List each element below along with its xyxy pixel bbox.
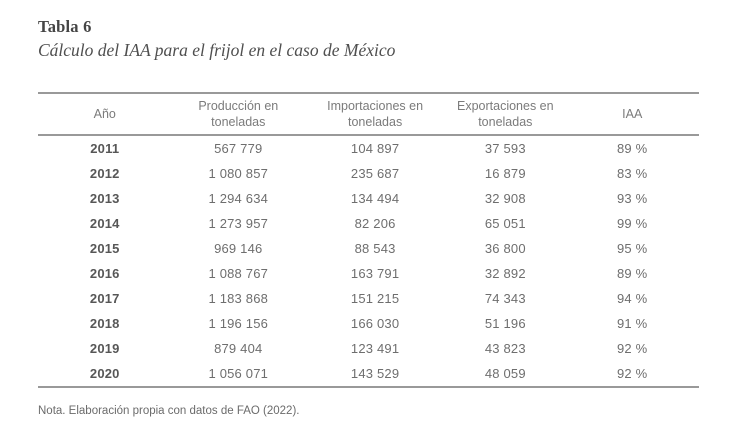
cell-exportaciones: 48 059 [484,365,526,381]
cell-produccion: 969 146 [214,240,263,256]
cell-produccion: 1 196 156 [208,315,269,331]
cell-year: 2019 [89,340,120,356]
cell-iaa: 95 % [617,240,648,256]
header-iaa: IAA [565,93,699,136]
table-row: 2012 1 080 857 235 687 16 879 83 % [38,161,699,186]
header-exportaciones-line1: Exportaciones en [457,99,554,113]
table-row: 2014 1 273 957 82 206 65 051 99 % [38,211,699,236]
table-note: Nota. Elaboración propia con datos de FA… [38,405,300,417]
header-ano-line1: Año [93,107,116,121]
table-row: 2013 1 294 634 134 494 32 908 93 % [38,186,699,211]
cell-importaciones: 143 529 [350,365,400,381]
cell-produccion: 1 183 868 [208,290,269,306]
header-row: Año Producción en toneladas Importacione… [38,93,699,136]
header-exportaciones: Exportaciones en toneladas [445,93,566,136]
cell-importaciones: 235 687 [350,165,400,181]
cell-exportaciones: 74 343 [484,290,526,306]
cell-produccion: 1 273 957 [208,215,269,231]
cell-importaciones: 88 543 [354,240,396,256]
cell-year: 2011 [90,140,120,156]
cell-importaciones: 151 215 [350,290,400,306]
cell-year: 2018 [89,315,120,331]
header-produccion-line2: toneladas [211,115,266,129]
header-importaciones-line1: Importaciones en [327,99,424,113]
cell-importaciones: 166 030 [350,315,400,331]
cell-iaa: 92 % [617,340,648,356]
cell-importaciones: 82 206 [354,215,396,231]
table-body: 2011 567 779 104 897 37 593 89 % 2012 1 … [38,135,699,387]
table-row: 2017 1 183 868 151 215 74 343 94 % [38,286,699,311]
cell-iaa: 91 % [617,315,648,331]
table-row: 2011 567 779 104 897 37 593 89 % [38,135,699,161]
header-ano: Año [38,93,172,136]
cell-iaa: 83 % [617,165,648,181]
cell-importaciones: 163 791 [350,265,400,281]
table-caption: Tabla 6 Cálculo del IAA para el frijol e… [38,16,699,62]
cell-produccion: 879 404 [214,340,263,356]
header-produccion: Producción en toneladas [171,93,306,136]
table-row: 2020 1 056 071 143 529 48 059 92 % [38,361,699,387]
header-iaa-line1: IAA [622,107,643,121]
cell-produccion: 1 080 857 [208,165,269,181]
cell-exportaciones: 16 879 [484,165,526,181]
table-header: Año Producción en toneladas Importacione… [38,93,699,136]
header-importaciones-line2: toneladas [347,115,403,129]
cell-year: 2013 [89,190,120,206]
cell-exportaciones: 36 800 [484,240,526,256]
cell-produccion: 567 779 [214,140,263,156]
header-importaciones: Importaciones en toneladas [305,93,446,136]
table-row: 2018 1 196 156 166 030 51 196 91 % [38,311,699,336]
cell-exportaciones: 51 196 [484,315,526,331]
cell-produccion: 1 294 634 [208,190,269,206]
table-label: Tabla 6 [38,17,92,36]
header-exportaciones-line2: toneladas [478,115,533,129]
cell-iaa: 94 % [617,290,648,306]
table-row: 2015 969 146 88 543 36 800 95 % [38,236,699,261]
cell-year: 2020 [89,365,120,381]
cell-importaciones: 104 897 [350,140,400,156]
cell-year: 2016 [89,265,120,281]
cell-year: 2014 [89,215,120,231]
header-produccion-line1: Producción en [198,99,279,113]
cell-year: 2017 [89,290,120,306]
cell-exportaciones: 65 051 [484,215,526,231]
cell-produccion: 1 088 767 [208,265,269,281]
cell-produccion: 1 056 071 [208,365,269,381]
cell-iaa: 92 % [617,365,648,381]
cell-iaa: 89 % [617,265,648,281]
table-title: Cálculo del IAA para el frijol en el cas… [38,40,396,60]
cell-importaciones: 134 494 [350,190,400,206]
table-row: 2016 1 088 767 163 791 32 892 89 % [38,261,699,286]
cell-exportaciones: 37 593 [484,140,526,156]
cell-exportaciones: 43 823 [484,340,526,356]
iaa-table: Año Producción en toneladas Importacione… [38,92,699,388]
cell-year: 2015 [89,240,120,256]
cell-iaa: 99 % [617,215,648,231]
cell-iaa: 93 % [617,190,648,206]
cell-importaciones: 123 491 [350,340,400,356]
cell-exportaciones: 32 908 [484,190,526,206]
table-row: 2019 879 404 123 491 43 823 92 % [38,336,699,361]
cell-exportaciones: 32 892 [484,265,526,281]
cell-iaa: 89 % [617,140,648,156]
cell-year: 2012 [89,165,120,181]
